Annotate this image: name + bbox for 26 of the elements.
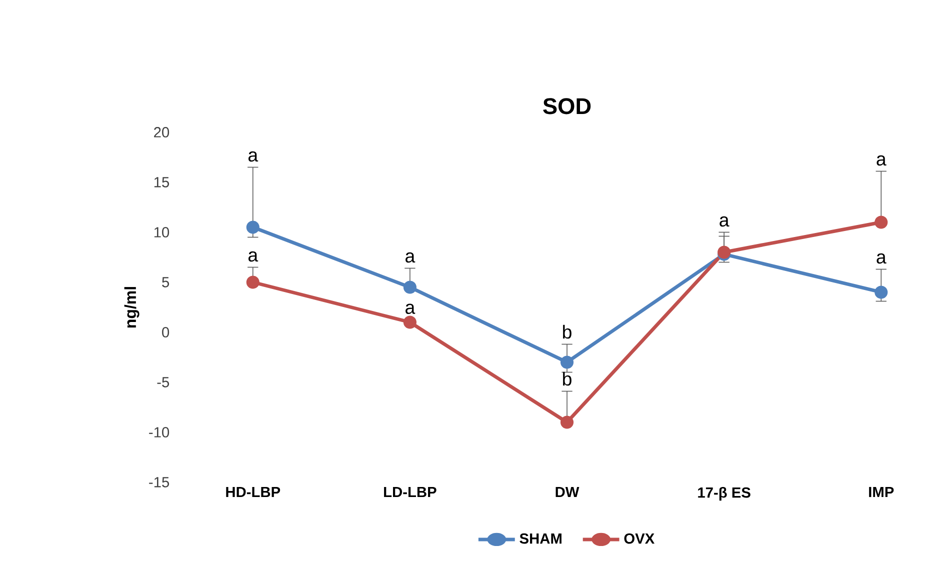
y-tick-label: -5 <box>157 377 170 388</box>
annotation: a <box>876 155 886 166</box>
annotation: a <box>720 216 730 227</box>
annotation: a <box>406 304 416 314</box>
x-tick-label: DW <box>556 486 580 498</box>
y-tick-label: -15 <box>149 477 170 488</box>
y-tick-label: 5 <box>162 277 170 288</box>
annotation: b <box>563 372 572 386</box>
y-tick-label: 15 <box>154 177 170 188</box>
annotation: b <box>563 324 572 339</box>
y-tick-label: -10 <box>149 427 170 438</box>
y-axis-title: ng/ml <box>124 287 140 328</box>
y-tick-label: 0 <box>162 327 170 338</box>
x-tick-label: LD-LBP <box>384 486 436 498</box>
chart-title: SOD <box>543 98 591 114</box>
annotation: a <box>876 253 886 264</box>
annotation: a <box>406 252 416 263</box>
x-tick-label: 17-β ES <box>698 486 750 501</box>
legend-label: SHAM <box>520 533 562 544</box>
annotation: a <box>248 151 258 162</box>
y-tick-label: 10 <box>154 227 170 238</box>
annotation: a <box>248 251 258 262</box>
x-tick-label: IMP <box>869 486 894 498</box>
legend-label: OVX <box>624 533 654 544</box>
y-tick-label: 20 <box>154 127 170 138</box>
x-tick-label: HD-LBP <box>226 486 280 498</box>
